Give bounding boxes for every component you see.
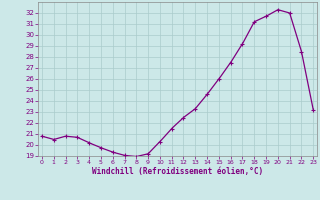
X-axis label: Windchill (Refroidissement éolien,°C): Windchill (Refroidissement éolien,°C) xyxy=(92,167,263,176)
